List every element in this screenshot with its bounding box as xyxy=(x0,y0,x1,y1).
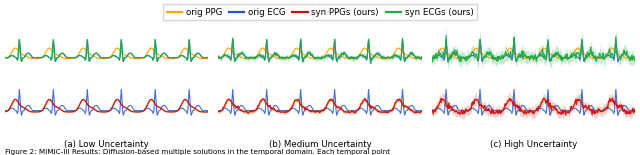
Text: Figure 2: MIMIC-III Results: Diffusion-based multiple solutions in the temporal : Figure 2: MIMIC-III Results: Diffusion-b… xyxy=(5,149,390,155)
Text: (a) Low Uncertainty: (a) Low Uncertainty xyxy=(64,140,149,149)
Legend: orig PPG, orig ECG, syn PPGs (ours), syn ECGs (ours): orig PPG, orig ECG, syn PPGs (ours), syn… xyxy=(163,4,477,20)
Text: (b) Medium Uncertainty: (b) Medium Uncertainty xyxy=(269,140,371,149)
Text: (c) High Uncertainty: (c) High Uncertainty xyxy=(490,140,577,149)
